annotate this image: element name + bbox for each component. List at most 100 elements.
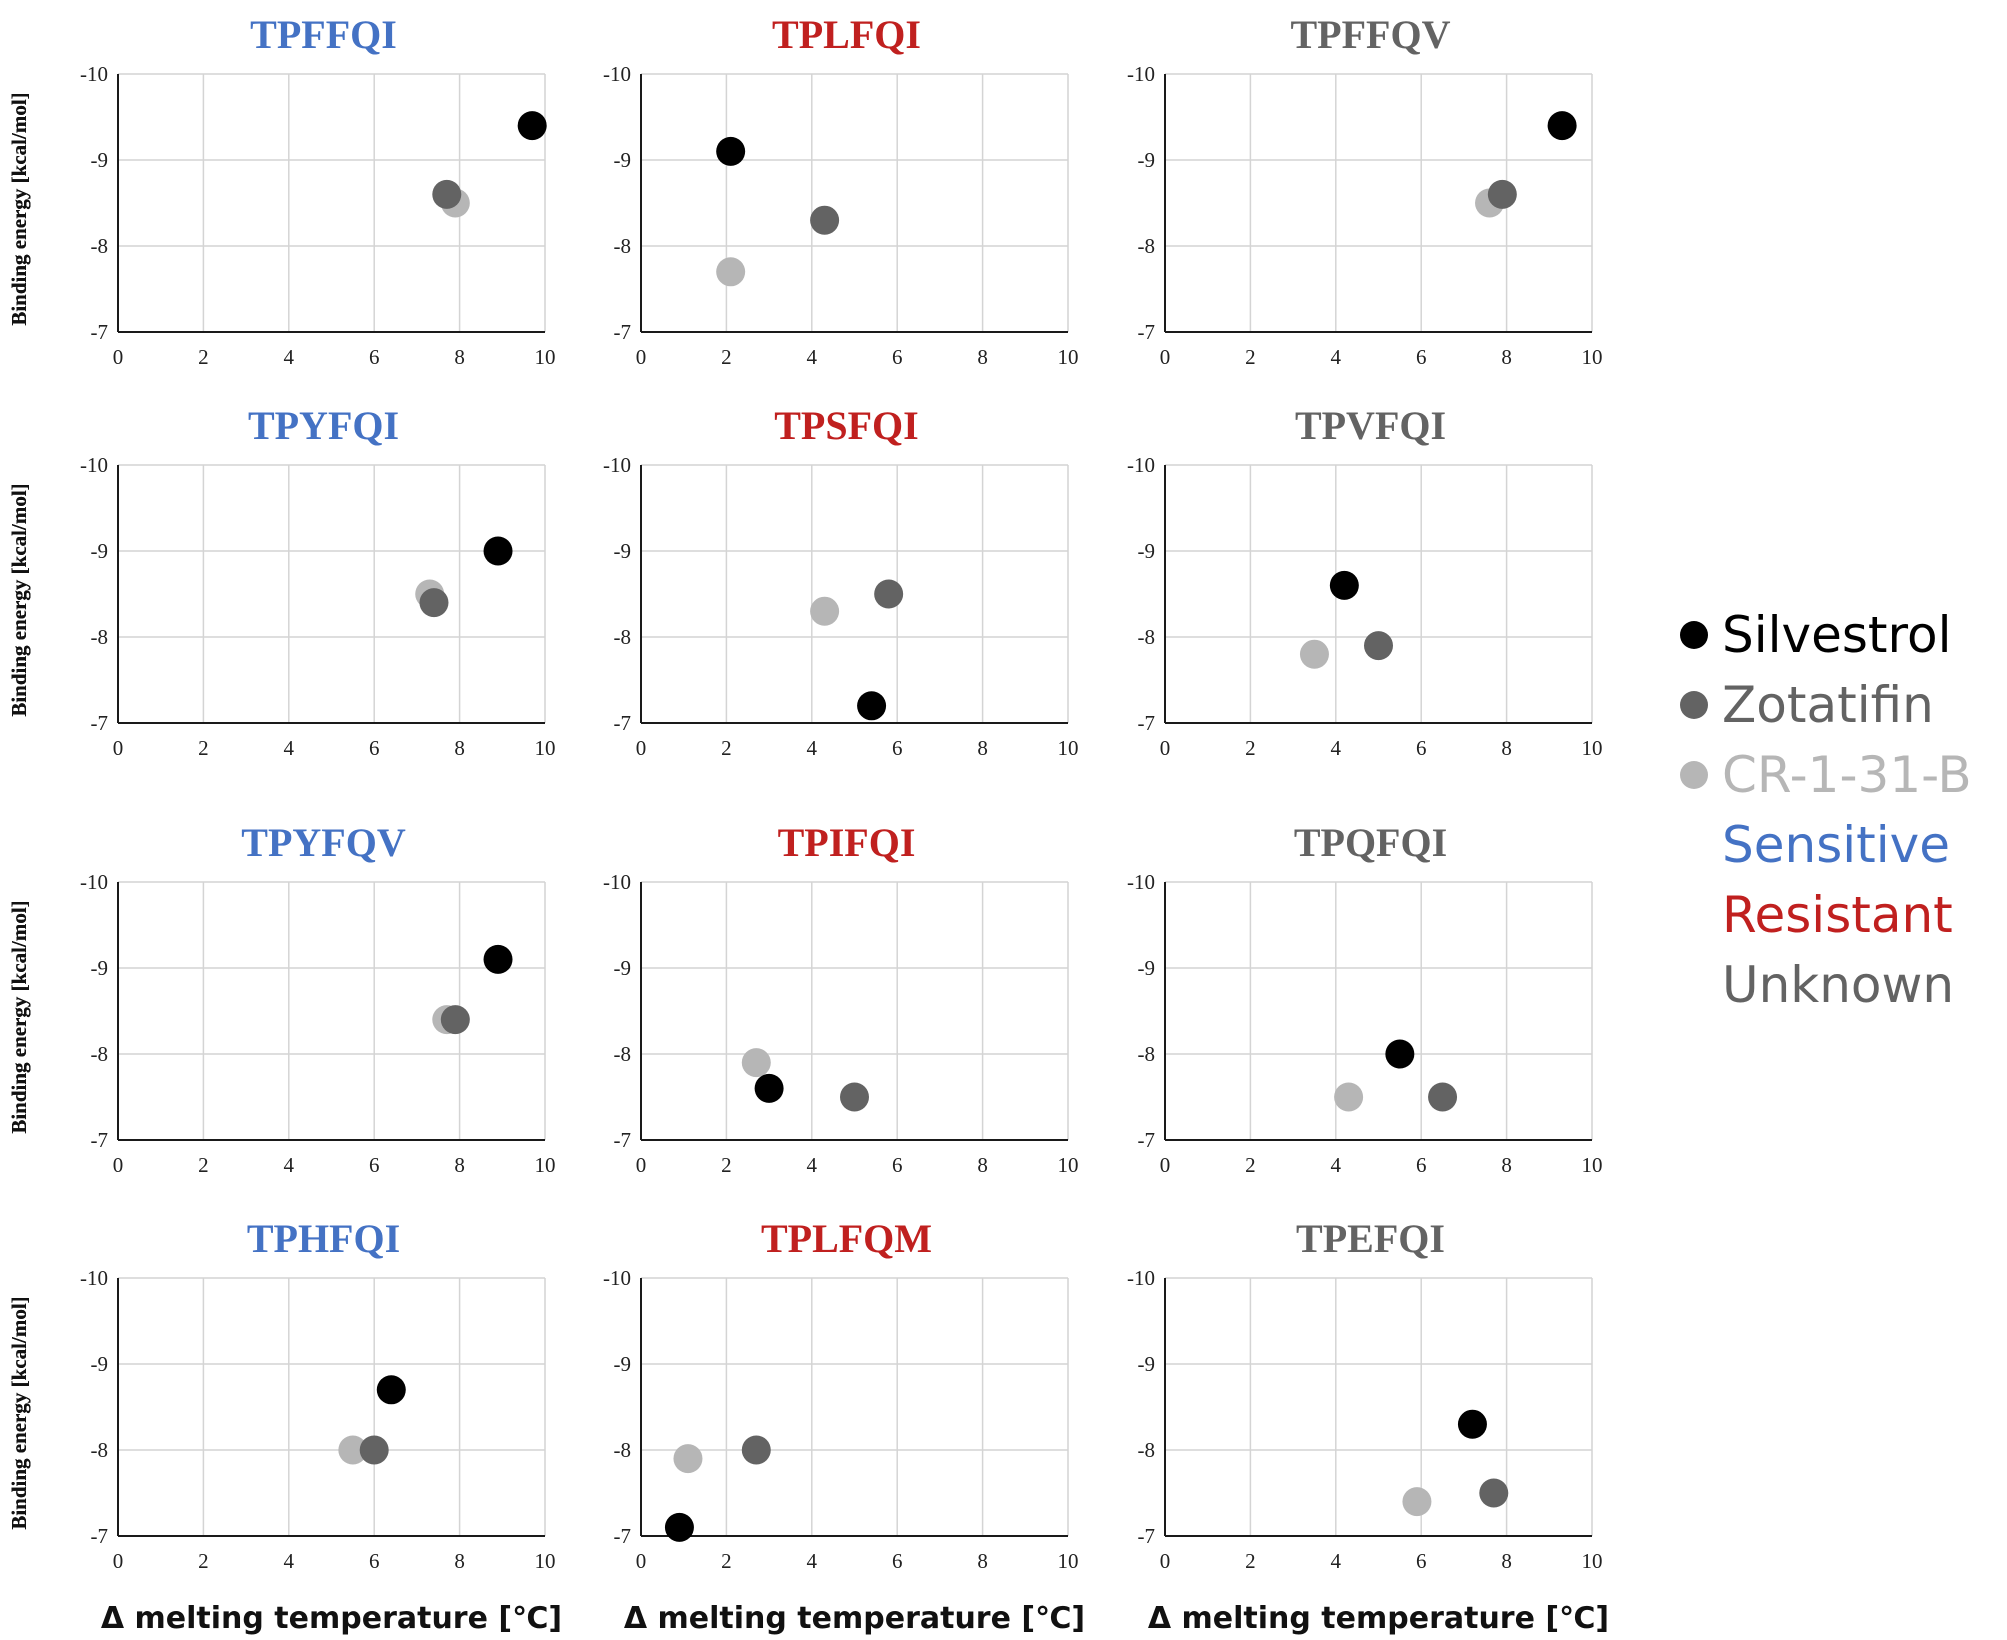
point-zotatifin (741, 1435, 771, 1465)
y-tick-label: -8 (91, 1438, 109, 1462)
point-silvestrol (517, 111, 547, 141)
legend-cr-1-31-b-label: CR-1-31-B (1722, 746, 1972, 804)
point-cr-1-31-b (716, 257, 746, 287)
x-tick-label: 2 (1245, 736, 1256, 760)
x-tick-label: 8 (977, 736, 988, 760)
x-tick-label: 6 (369, 1549, 380, 1573)
x-tick-label: 8 (1501, 1153, 1512, 1177)
y-axis-label: Binding energy [kcal/mol] (7, 92, 31, 325)
x-tick-label: 0 (113, 1153, 124, 1177)
panel-tpyfqv: TPYFQV 0 2 4 6 8 10 -10 -9 -8 -7 Binding energy [kc… (7, 820, 556, 1177)
silvestrol-marker-icon (1680, 620, 1708, 649)
x-tick-label: 4 (284, 736, 295, 760)
legend: Silvestrol Zotatifin CR-1-31-B Sensitive… (1680, 600, 2007, 1020)
cr-1-31-b-marker-icon (1680, 760, 1708, 789)
y-axis-label: Binding energy [kcal/mol] (7, 1296, 31, 1529)
x-tick-label: 8 (977, 1549, 988, 1573)
y-tick-label: -9 (614, 148, 632, 172)
y-tick-label: -7 (614, 1128, 632, 1152)
point-silvestrol (376, 1375, 406, 1405)
y-tick-label: -8 (614, 234, 632, 258)
y-axis-label: Binding energy [kcal/mol] (7, 1296, 31, 1529)
panel-title: TPIFQI (778, 820, 916, 865)
y-axis-label: Binding energy [kcal/mol] (7, 900, 31, 1133)
point-silvestrol (857, 691, 887, 721)
point-zotatifin (432, 179, 462, 209)
legend-silvestrol: Silvestrol (1680, 600, 2007, 670)
x-axis-label: Δ melting temperature [℃] (101, 1601, 562, 1636)
x-tick-label: 2 (1245, 345, 1256, 369)
point-silvestrol (1329, 570, 1359, 600)
x-tick-label: 8 (454, 1153, 465, 1177)
zotatifin-marker-icon (1680, 690, 1708, 719)
y-tick-label: -7 (91, 320, 109, 344)
point-cr-1-31-b (810, 596, 840, 626)
x-tick-label: 0 (1160, 345, 1171, 369)
x-tick-label: 4 (807, 1153, 818, 1177)
y-axis-label: Binding energy [kcal/mol] (7, 483, 31, 716)
x-tick-label: 2 (721, 345, 732, 369)
panel-tpifqi: TPIFQI 0 2 4 6 8 10 -10 -9 -8 -7 Binding energy [kc… (7, 820, 1079, 1177)
y-tick-label: -8 (91, 625, 109, 649)
x-tick-label: 10 (535, 736, 556, 760)
point-zotatifin (1428, 1082, 1458, 1112)
panel-title: TPLFQI (772, 12, 921, 57)
legend-zotatifin-label: Zotatifin (1722, 676, 1934, 734)
x-tick-label: 6 (892, 345, 903, 369)
y-tick-label: -8 (614, 1042, 632, 1066)
panel-tpqfqi: TPQFQI 0 2 4 6 8 10 -10 -9 -8 -7 Binding energy [kc… (7, 820, 1603, 1177)
point-zotatifin (1487, 179, 1517, 209)
point-zotatifin (810, 205, 840, 235)
y-tick-label: -7 (1138, 1128, 1156, 1152)
y-axis-label: Binding energy [kcal/mol] (7, 92, 31, 325)
point-silvestrol (483, 536, 513, 566)
y-tick-label: -9 (614, 956, 632, 980)
y-axis-label: Binding energy [kcal/mol] (7, 483, 31, 716)
y-tick-label: -10 (80, 453, 108, 477)
x-tick-label: 6 (369, 1153, 380, 1177)
x-tick-label: 2 (198, 345, 209, 369)
y-axis-label: Binding energy [kcal/mol] (7, 1296, 31, 1529)
x-tick-label: 0 (113, 1549, 124, 1573)
point-cr-1-31-b (1402, 1487, 1432, 1517)
panel-tpffqi: TPFFQI 0 2 4 6 8 10 -10 -9 -8 -7 Binding energy [kc… (7, 12, 556, 369)
point-cr-1-31-b (338, 1435, 368, 1465)
y-tick-label: -9 (614, 539, 632, 563)
y-tick-label: -8 (91, 234, 109, 258)
x-tick-label: 6 (892, 1153, 903, 1177)
x-tick-label: 2 (721, 1153, 732, 1177)
panel-title: TPVFQI (1295, 403, 1446, 448)
y-tick-label: -7 (614, 711, 632, 735)
x-tick-label: 8 (1501, 736, 1512, 760)
y-tick-label: -9 (1138, 1352, 1156, 1376)
legend-zotatifin: Zotatifin (1680, 670, 2007, 740)
y-tick-label: -10 (1127, 453, 1155, 477)
point-zotatifin (1364, 631, 1393, 661)
y-tick-label: -10 (603, 453, 631, 477)
point-cr-1-31-b (741, 1048, 771, 1078)
point-zotatifin (1479, 1478, 1509, 1508)
x-tick-label: 8 (454, 1549, 465, 1573)
y-tick-label: -10 (80, 1266, 108, 1290)
x-tick-label: 10 (1058, 1549, 1079, 1573)
x-tick-label: 4 (807, 1549, 818, 1573)
y-tick-label: -9 (1138, 539, 1156, 563)
y-tick-label: -9 (91, 148, 109, 172)
y-tick-label: -9 (614, 1352, 632, 1376)
point-silvestrol (716, 136, 746, 166)
panel-title: TPYFQI (248, 403, 399, 448)
x-tick-label: 4 (1331, 1549, 1342, 1573)
x-tick-label: 10 (1058, 736, 1079, 760)
x-tick-label: 10 (1058, 345, 1079, 369)
y-tick-label: -7 (91, 1128, 109, 1152)
x-axis-label: Δ melting temperature [℃] (1148, 1601, 1609, 1636)
x-tick-label: 4 (1331, 736, 1342, 760)
x-tick-label: 2 (198, 1549, 209, 1573)
y-tick-label: -7 (91, 1524, 109, 1548)
x-tick-label: 6 (1416, 345, 1427, 369)
x-axis-label: Δ melting temperature [℃] (624, 1601, 1085, 1636)
x-tick-label: 0 (113, 736, 124, 760)
y-tick-label: -10 (80, 62, 108, 86)
point-silvestrol (664, 1512, 694, 1542)
